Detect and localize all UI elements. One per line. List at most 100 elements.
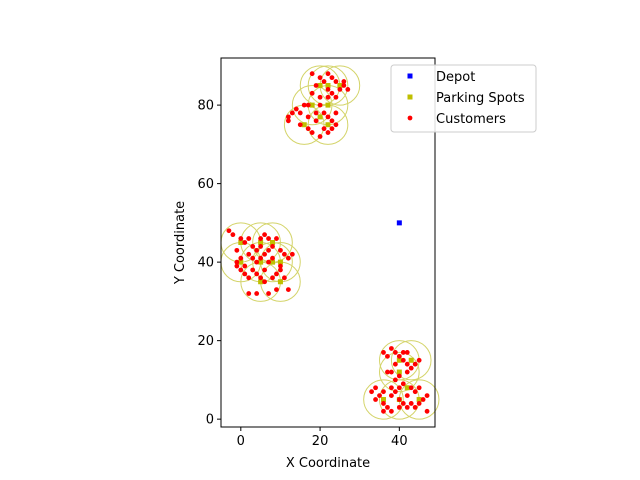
x-tick-label: 40 <box>391 434 408 449</box>
customer-point <box>313 110 319 116</box>
parking-spot-point <box>309 102 315 108</box>
customer-point <box>250 255 256 261</box>
customer-point <box>266 247 271 253</box>
parking-spot-point <box>380 397 386 403</box>
customer-point <box>424 393 430 398</box>
customer-point <box>258 255 264 261</box>
parking-spot-point <box>301 122 307 128</box>
customer-point <box>305 126 311 132</box>
customer-point <box>381 389 386 395</box>
customer-point <box>329 118 335 124</box>
customer-point <box>258 244 264 249</box>
customer-point <box>392 361 398 367</box>
customer-point <box>250 244 256 249</box>
x-axis-label: X Coordinate <box>286 456 370 471</box>
customer-point <box>305 102 311 108</box>
customer-point <box>258 236 264 241</box>
customer-point <box>285 287 291 293</box>
customer-point <box>396 397 402 402</box>
customer-point <box>333 122 339 128</box>
customer-point <box>254 259 260 265</box>
customer-point <box>392 377 398 383</box>
legend-label: Parking Spots <box>436 91 525 106</box>
customer-point <box>321 110 327 116</box>
customer-point <box>381 401 386 406</box>
customer-point <box>289 110 295 116</box>
x-tick-label: 0 <box>237 434 245 449</box>
customer-point <box>242 263 248 269</box>
customer-point <box>317 102 323 108</box>
customer-point <box>396 353 402 359</box>
customer-point <box>230 232 236 238</box>
parking-spot-point <box>408 357 414 363</box>
parking-spot-point <box>270 259 276 265</box>
customer-point <box>262 267 267 273</box>
parking-spot-point <box>404 385 410 391</box>
customer-point <box>408 385 414 391</box>
customer-point <box>278 263 283 269</box>
customer-point <box>416 385 422 391</box>
customer-point <box>270 244 275 249</box>
customer-point <box>313 118 319 124</box>
x-tick-label: 20 <box>312 434 329 449</box>
customer-point <box>377 393 382 398</box>
customer-point <box>424 408 430 414</box>
customer-point <box>254 271 260 277</box>
customer-point <box>325 114 331 120</box>
y-tick-label: 40 <box>197 256 214 271</box>
customer-point <box>266 291 271 296</box>
customer-point <box>400 350 406 355</box>
customer-point <box>396 385 402 391</box>
customer-point <box>282 275 287 281</box>
y-tick-label: 20 <box>197 334 214 349</box>
parking-spot-point <box>325 122 331 128</box>
customer-point <box>317 75 323 81</box>
parking-spot-point <box>258 259 264 265</box>
customer-point <box>333 94 339 100</box>
customer-point <box>246 236 252 241</box>
customer-point <box>389 408 394 414</box>
customer-point <box>266 236 271 241</box>
customer-point <box>381 350 386 355</box>
customer-point <box>389 385 394 391</box>
customer-point <box>420 397 426 402</box>
customer-point <box>285 114 291 120</box>
customer-point <box>258 275 264 281</box>
customer-point <box>392 389 398 395</box>
customer-point <box>282 251 287 257</box>
y-axis-label: Y Coordinate <box>173 201 188 285</box>
customer-point <box>238 236 244 241</box>
customer-point <box>270 275 275 281</box>
customer-point <box>333 110 339 116</box>
y-tick-label: 80 <box>197 99 214 114</box>
customer-point <box>412 361 418 367</box>
customer-point <box>309 130 315 135</box>
customer-point <box>234 247 240 253</box>
customer-point <box>242 271 248 277</box>
parking-spot-point <box>337 82 343 88</box>
customer-point <box>400 381 406 387</box>
customer-point <box>305 114 311 120</box>
legend-marker-parking <box>407 94 413 100</box>
customer-point <box>313 83 319 88</box>
parking-spot-point <box>396 357 402 363</box>
customer-point <box>412 404 418 410</box>
customer-point <box>408 401 414 406</box>
legend: Depot Parking Spots Customers <box>390 64 537 133</box>
y-tick-label: 0 <box>206 413 214 428</box>
customer-point <box>238 267 244 273</box>
customer-point <box>325 71 331 77</box>
parking-spot-point <box>238 240 244 245</box>
customer-point <box>369 389 374 395</box>
customer-point <box>408 365 414 371</box>
coverage-circle <box>390 340 432 381</box>
customer-point <box>385 369 390 375</box>
customer-point <box>274 271 279 277</box>
legend-label: Depot <box>436 70 475 85</box>
legend-marker-depot <box>407 73 413 79</box>
customer-point <box>404 350 410 355</box>
y-axis-ticks: 0 20 40 60 80 <box>197 99 221 428</box>
customer-point <box>329 126 335 132</box>
customer-point <box>337 87 343 92</box>
customer-point <box>274 236 279 241</box>
